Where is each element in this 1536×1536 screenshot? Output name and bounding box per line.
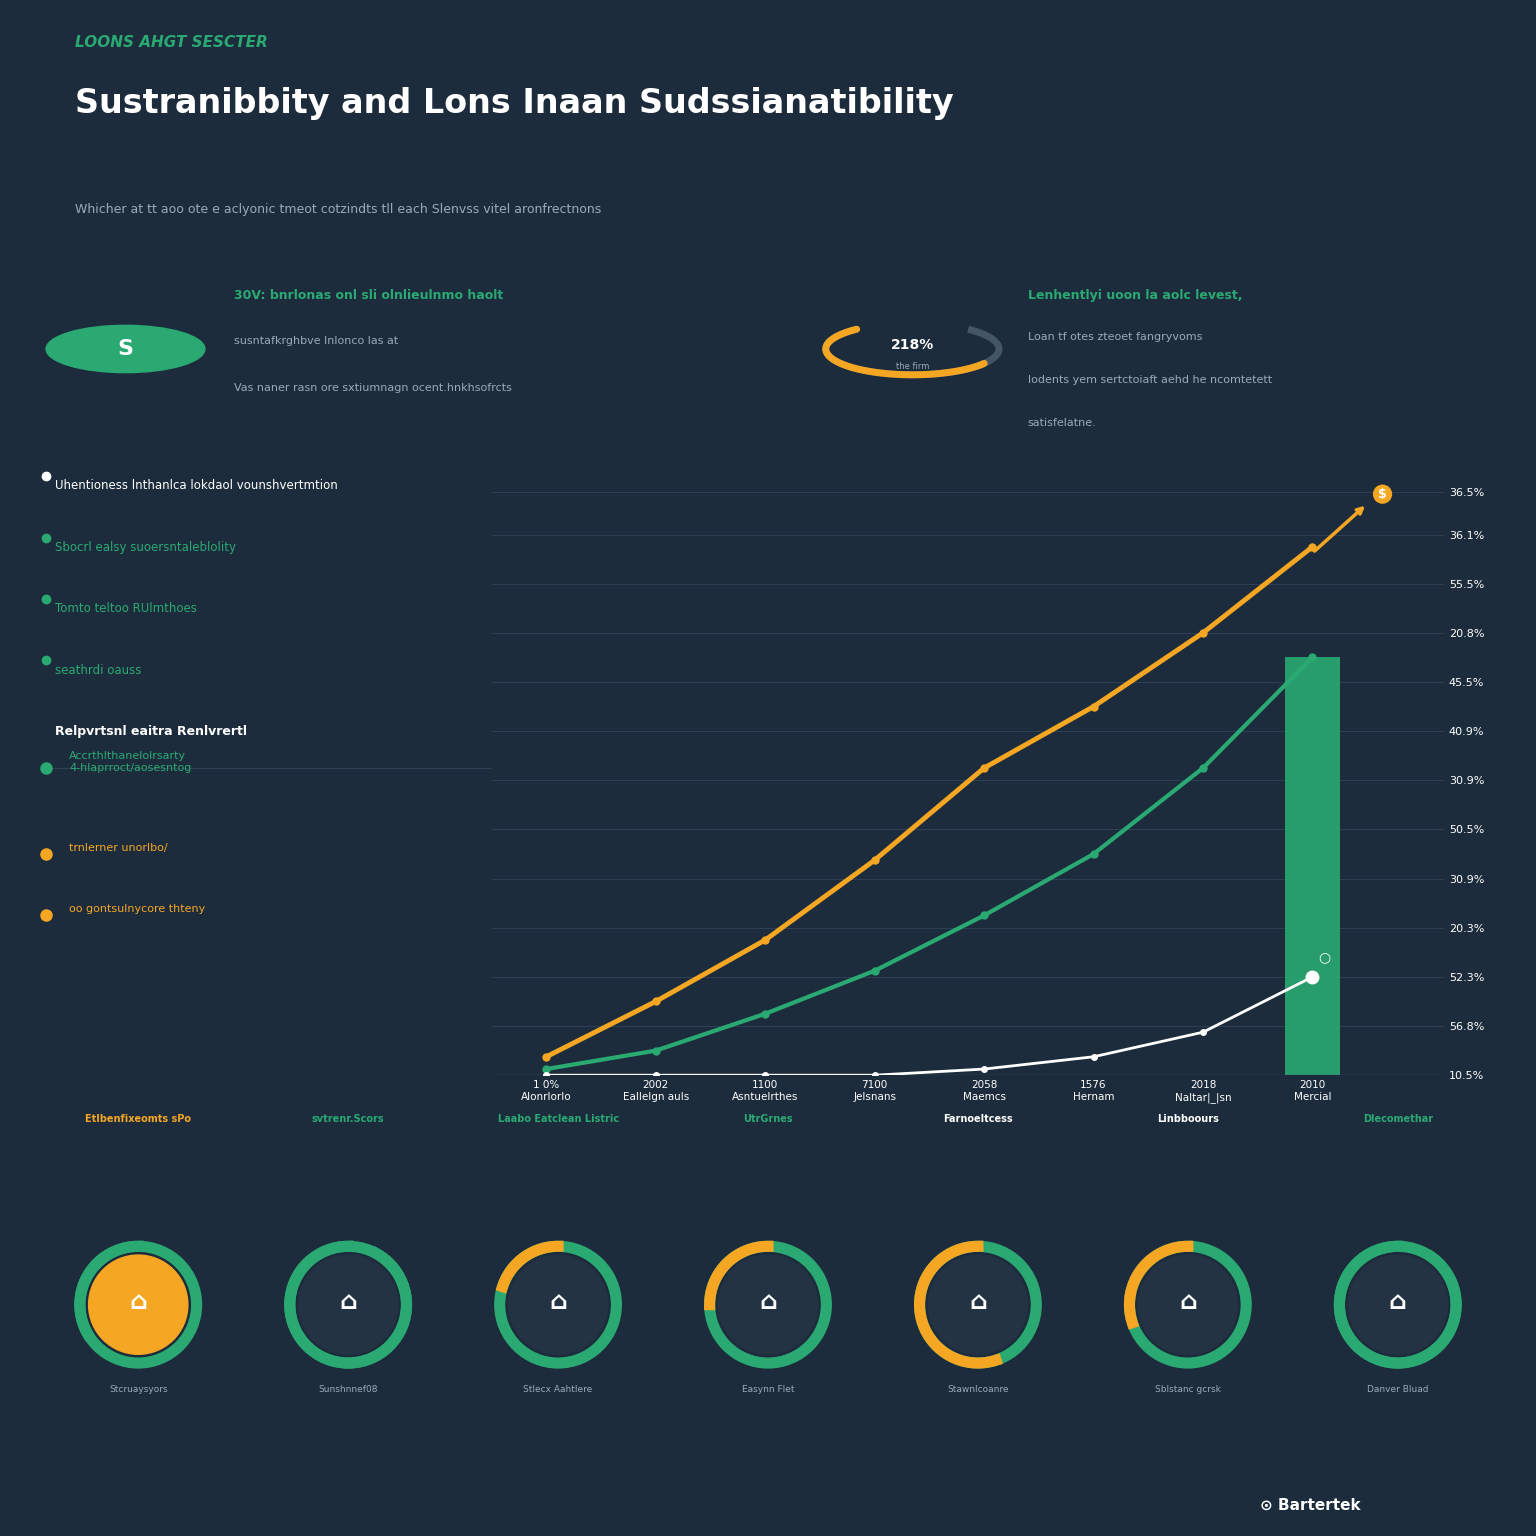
Text: oo gontsulnycore thteny: oo gontsulnycore thteny (69, 905, 206, 914)
Text: Stcruaysyors: Stcruaysyors (109, 1385, 167, 1395)
Text: 218%: 218% (891, 338, 934, 352)
Text: Sustranibbity and Lons Inaan Sudssianatibility: Sustranibbity and Lons Inaan Sudssianati… (75, 86, 954, 120)
Text: trnlerner unorlbo/: trnlerner unorlbo/ (69, 843, 167, 852)
Text: Sblstanc gcrsk: Sblstanc gcrsk (1155, 1385, 1221, 1395)
Text: ⌂: ⌂ (759, 1290, 777, 1313)
Text: LOONS AHGT SESCTER: LOONS AHGT SESCTER (75, 35, 267, 51)
Text: Laabo Eatclean Listric: Laabo Eatclean Listric (498, 1114, 619, 1124)
Text: Loan tf otes zteoet fangryvoms: Loan tf otes zteoet fangryvoms (1028, 332, 1203, 343)
Text: ⌂: ⌂ (550, 1290, 567, 1313)
Text: Stawnlcoanre: Stawnlcoanre (948, 1385, 1009, 1395)
Circle shape (89, 1255, 187, 1355)
Text: Relpvrtsnl eaitra Renlvrertl: Relpvrtsnl eaitra Renlvrertl (55, 725, 247, 737)
Circle shape (89, 1255, 187, 1355)
Text: susntafkrghbve lnlonco las at: susntafkrghbve lnlonco las at (233, 336, 398, 346)
Text: ⌂: ⌂ (969, 1290, 986, 1313)
Text: Vas naner rasn ore sxtiumnagn ocent.hnkhsofrcts: Vas naner rasn ore sxtiumnagn ocent.hnkh… (233, 384, 511, 393)
Text: ⌂: ⌂ (129, 1290, 147, 1313)
Text: the firm: the firm (895, 361, 929, 370)
Text: ⊙ Bartertek: ⊙ Bartertek (1260, 1498, 1361, 1513)
Text: Danver Bluad: Danver Bluad (1367, 1385, 1428, 1395)
Text: Sbocrl ealsy suoersntaleblolity: Sbocrl ealsy suoersntaleblolity (55, 541, 237, 553)
Text: ⌂: ⌂ (1389, 1290, 1407, 1313)
Text: Easynn Flet: Easynn Flet (742, 1385, 794, 1395)
Text: UtrGrnes: UtrGrnes (743, 1114, 793, 1124)
Text: ○: ○ (1318, 951, 1330, 965)
Bar (1286, 657, 1339, 1075)
Text: seathrdi oauss: seathrdi oauss (55, 664, 141, 676)
Text: Stlecx Aahtlere: Stlecx Aahtlere (524, 1385, 593, 1395)
Text: Lenhentlyi uoon la aolc levest,: Lenhentlyi uoon la aolc levest, (1028, 289, 1243, 301)
Circle shape (508, 1255, 608, 1355)
Text: Uhentioness lnthanlca lokdaol vounshvertmtion: Uhentioness lnthanlca lokdaol vounshvert… (55, 479, 338, 492)
Text: Accrthlthanelolrsarty
4-hlaprroct/aosesntog: Accrthlthanelolrsarty 4-hlaprroct/aosesn… (69, 751, 192, 773)
Text: Linbboours: Linbboours (1157, 1114, 1218, 1124)
Text: Farnoeltcess: Farnoeltcess (943, 1114, 1012, 1124)
Circle shape (46, 326, 204, 373)
Text: Sunshnnef08: Sunshnnef08 (318, 1385, 378, 1395)
Text: Tomto teltoo RUlmthoes: Tomto teltoo RUlmthoes (55, 602, 197, 614)
Circle shape (298, 1255, 398, 1355)
Circle shape (1138, 1255, 1238, 1355)
Text: 30V: bnrlonas onl sli olnlieulnmo haolt: 30V: bnrlonas onl sli olnlieulnmo haolt (233, 289, 502, 301)
Text: Whicher at tt aoo ote e aclyonic tmeot cotzindts tll each Slenvss vitel aronfrec: Whicher at tt aoo ote e aclyonic tmeot c… (75, 203, 601, 215)
Text: ⌂: ⌂ (339, 1290, 356, 1313)
Text: lodents yem sertctoiaft aehd he ncomtetett: lodents yem sertctoiaft aehd he ncomtete… (1028, 375, 1272, 386)
Text: Etlbenfixeomts sPo: Etlbenfixeomts sPo (84, 1114, 192, 1124)
Circle shape (1349, 1255, 1447, 1355)
Text: satisfelatne.: satisfelatne. (1028, 418, 1097, 429)
Circle shape (928, 1255, 1028, 1355)
Text: $: $ (1378, 487, 1387, 501)
Text: Dlecomethar: Dlecomethar (1362, 1114, 1433, 1124)
Circle shape (719, 1255, 817, 1355)
Text: svtrenr.Scors: svtrenr.Scors (312, 1114, 384, 1124)
Text: ⌂: ⌂ (1180, 1290, 1197, 1313)
Text: S: S (117, 339, 134, 359)
